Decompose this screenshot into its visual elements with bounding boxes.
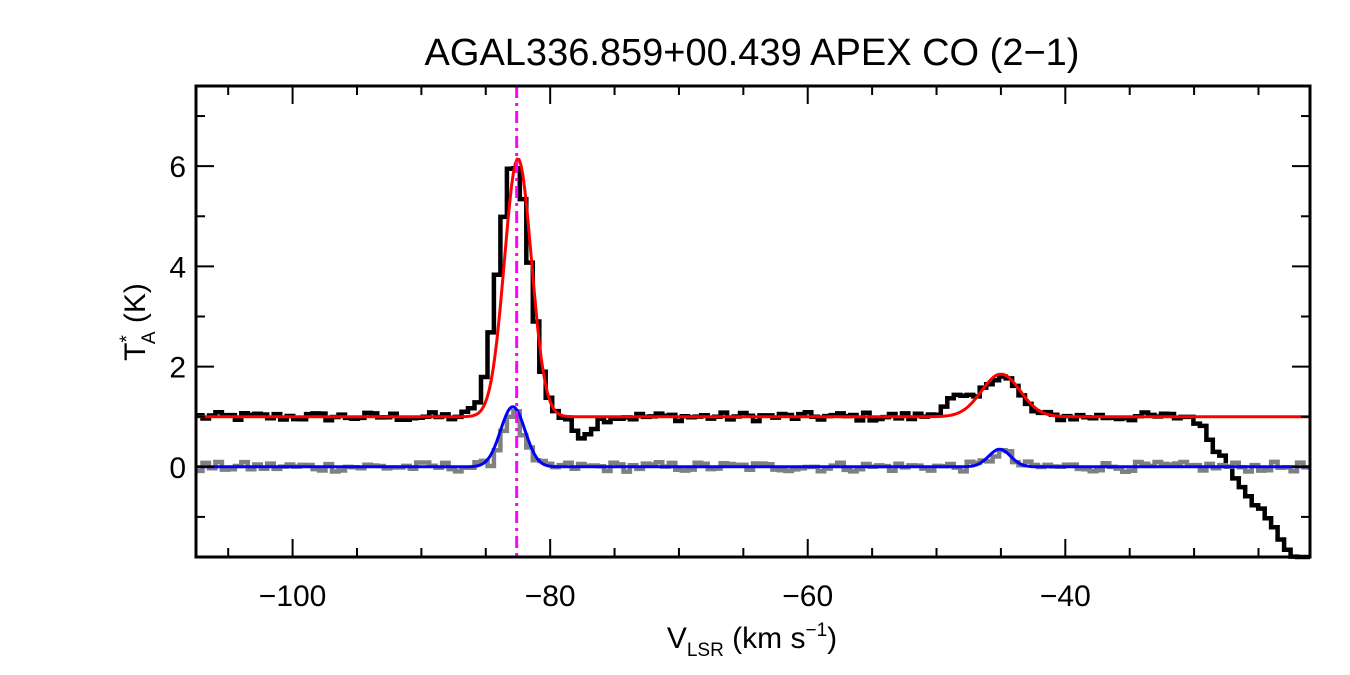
fit-series-3 bbox=[196, 405, 1310, 469]
y-axis-title: T*A (K) bbox=[117, 283, 160, 361]
tick-layer bbox=[196, 86, 1310, 557]
x-tick-label: −40 bbox=[1040, 580, 1091, 613]
y-tick-labels: 0 2 4 6 bbox=[169, 151, 186, 485]
y-axis-sup: * bbox=[117, 335, 138, 343]
y-tick-label: 0 bbox=[169, 452, 186, 485]
fit-series-2 bbox=[196, 157, 1310, 419]
y-axis-main: T bbox=[119, 343, 152, 361]
x-tick-label: −80 bbox=[525, 580, 576, 613]
x-axis-sub: LSR bbox=[687, 640, 724, 661]
y-tick-label: 2 bbox=[169, 352, 186, 385]
chart-title: AGAL336.859+00.439 APEX CO (2−1) bbox=[425, 32, 1080, 74]
y-tick-label: 6 bbox=[169, 151, 186, 184]
y-axis-sub: A bbox=[139, 331, 160, 344]
series-layer bbox=[196, 157, 1310, 560]
y-axis-unit: (K) bbox=[119, 283, 152, 331]
plot-frame bbox=[194, 84, 1312, 559]
plot-area bbox=[194, 84, 1312, 560]
x-tick-label: −60 bbox=[782, 580, 833, 613]
x-axis-unit: (km s bbox=[724, 622, 806, 655]
x-axis-main: V bbox=[667, 622, 687, 655]
x-axis-unit-end: ) bbox=[827, 622, 837, 655]
x-axis-title: VLSR (km s−1) bbox=[667, 620, 837, 661]
x-tick-label: −100 bbox=[259, 580, 327, 613]
spectrum-series-0 bbox=[196, 165, 1310, 560]
y-tick-label: 4 bbox=[169, 251, 186, 284]
x-axis-unit-sup: −1 bbox=[805, 620, 827, 641]
x-tick-labels: −100 −80 −60 −40 bbox=[259, 580, 1091, 613]
